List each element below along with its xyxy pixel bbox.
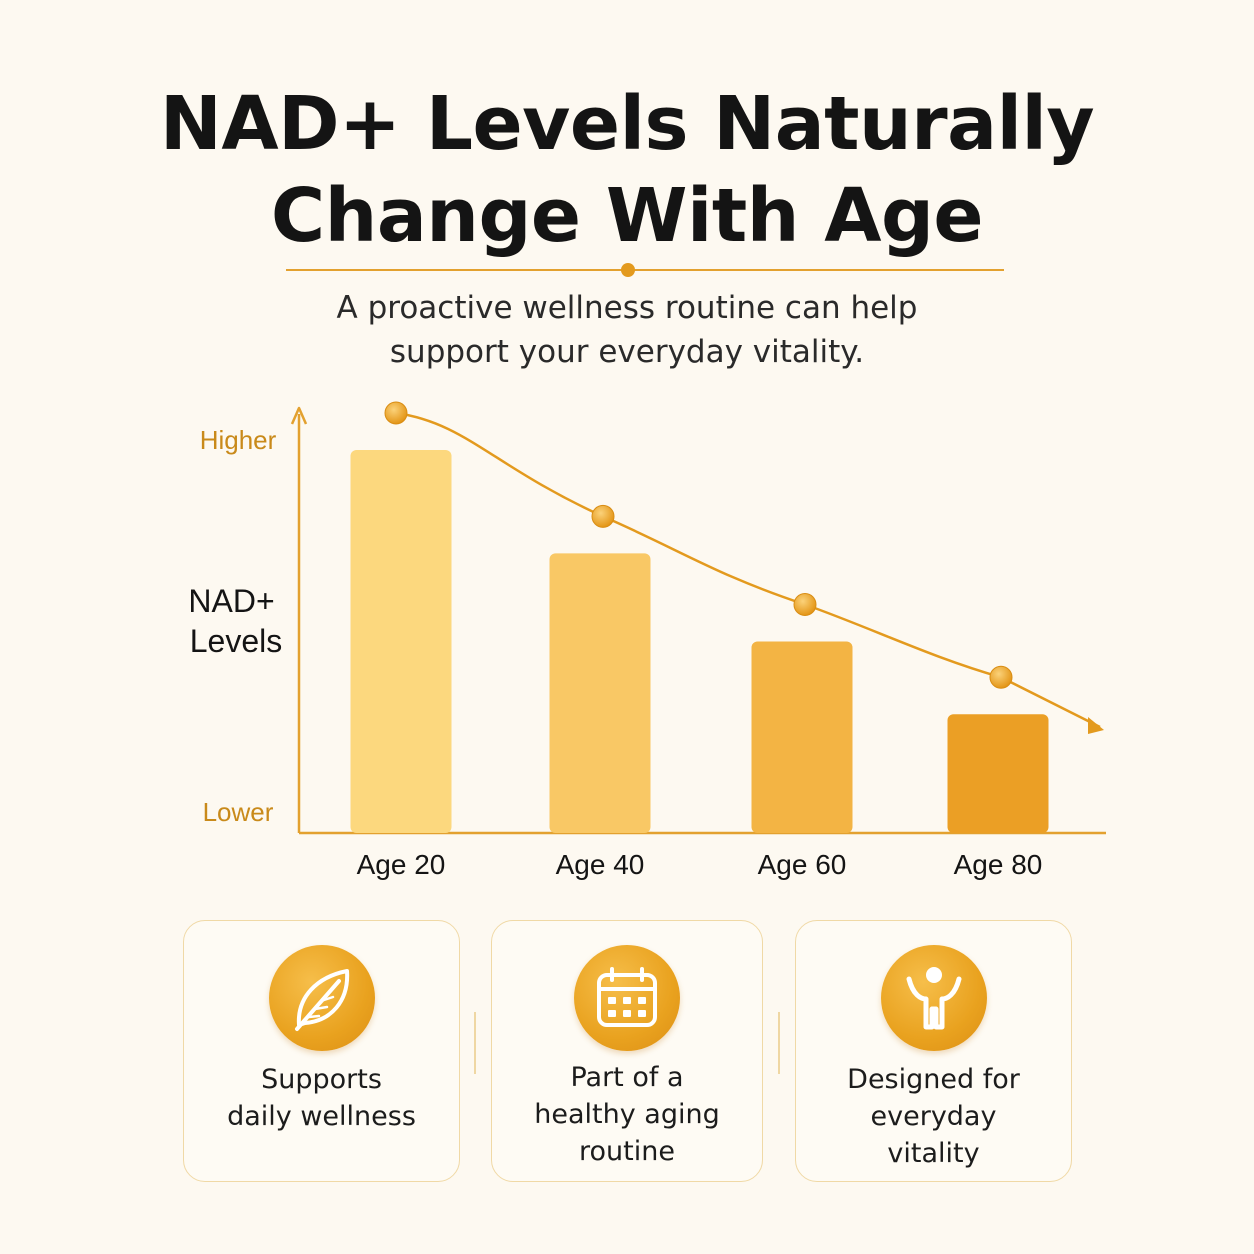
subtitle-line-2: support your everyday vitality. [389, 334, 865, 370]
feature-card-vitality: Designed for everyday vitality [795, 920, 1072, 1182]
subtitle: A proactive wellness routine can help su… [0, 286, 1254, 374]
feature-card-aging: Part of a healthy aging routine [491, 920, 763, 1182]
feature-text-line: routine [579, 1136, 675, 1167]
title-line-2: Change With Age [270, 173, 984, 259]
feature-text: Part of a healthy aging routine [492, 1059, 762, 1170]
trend-arrow-head [1088, 717, 1104, 734]
trend-point [591, 504, 615, 528]
feature-text-line: Supports [261, 1064, 382, 1095]
trend-point [384, 401, 408, 425]
feature-card-wellness: Supports daily wellness [183, 920, 460, 1182]
bar-age-60 [751, 641, 853, 833]
nad-levels-chart: Higher Lower NAD+ Levels Age 20 Age 40 Age… [188, 401, 1106, 880]
leaf-icon [268, 945, 375, 1051]
y-axis-title-line-1: NAD+ [188, 583, 274, 619]
trend-point [989, 665, 1013, 689]
title-line-1: NAD+ Levels Naturally [159, 81, 1095, 167]
card-separator [474, 1012, 476, 1074]
feature-text-line: daily wellness [227, 1101, 416, 1132]
person-arms-up-icon [880, 945, 987, 1051]
x-tick-label: Age 80 [954, 849, 1043, 880]
trend-line [395, 411, 1101, 729]
x-tick-label: Age 60 [758, 849, 847, 880]
bar-age-20 [350, 450, 452, 833]
title-divider [286, 263, 1004, 277]
calendar-icon [574, 945, 680, 1051]
feature-text-line: vitality [887, 1138, 980, 1169]
y-axis-arrow [290, 406, 308, 425]
bar-age-80 [947, 714, 1049, 833]
trend-point [793, 593, 817, 616]
feature-text-line: everyday [870, 1101, 997, 1132]
y-low-label: Lower [203, 797, 274, 827]
feature-text: Supports daily wellness [184, 1061, 459, 1135]
x-tick-label: Age 40 [556, 849, 645, 880]
page-title: NAD+ Levels Naturally Change With Age [0, 78, 1254, 262]
x-tick-labels: Age 20 Age 40 Age 60 Age 80 [357, 849, 1043, 880]
card-separator [778, 1012, 780, 1074]
x-tick-label: Age 20 [357, 849, 446, 880]
bar-age-40 [549, 553, 651, 833]
subtitle-line-1: A proactive wellness routine can help [336, 290, 918, 326]
y-axis-title-line-2: Levels [190, 623, 283, 659]
bars-group [350, 450, 1049, 833]
feature-text-line: Part of a [570, 1062, 684, 1093]
feature-text-line: healthy aging [534, 1099, 720, 1130]
feature-text-line: Designed for [847, 1064, 1020, 1095]
feature-text: Designed for everyday vitality [796, 1061, 1071, 1172]
y-axis-title: NAD+ Levels [188, 583, 283, 659]
y-high-label: Higher [200, 425, 277, 455]
trend-line-group [384, 401, 1104, 734]
